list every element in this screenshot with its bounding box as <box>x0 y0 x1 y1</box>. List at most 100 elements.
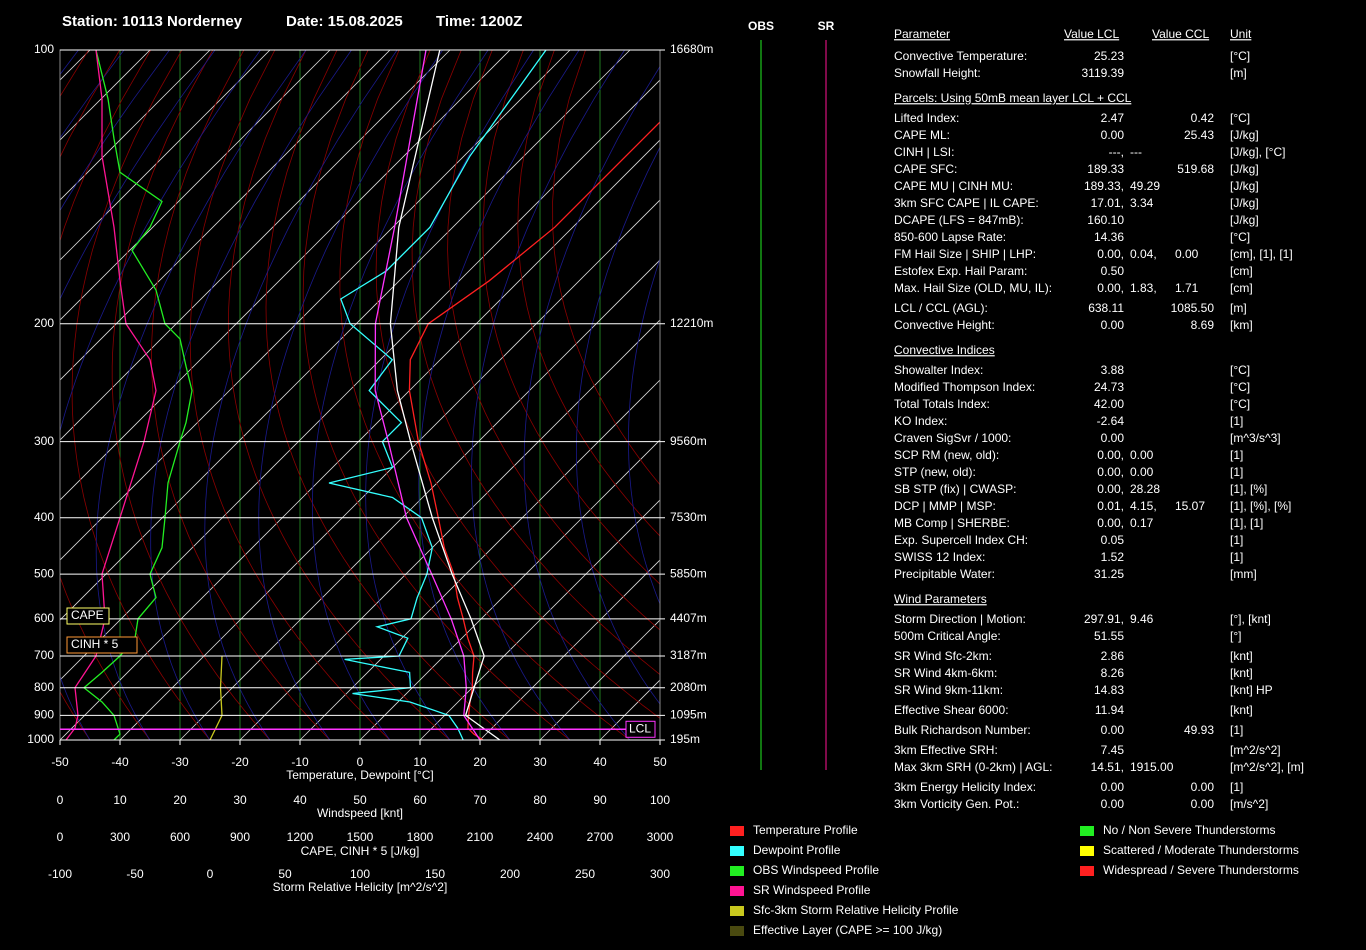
table-header: Value CCL <box>1152 27 1209 41</box>
srh_axis-tick-label: 300 <box>650 867 670 881</box>
legend-swatch <box>730 906 744 916</box>
param-label: 3km Energy Helicity Index: <box>894 780 1036 794</box>
dry-adiabat <box>189 50 391 740</box>
lcl-value: 2.47 <box>1101 111 1125 125</box>
param-label: CINH | LSI: <box>894 145 954 159</box>
unit: [°C] <box>1230 397 1250 411</box>
severity-label: No / Non Severe Thunderstorms <box>1103 823 1276 837</box>
lcl-value: 17.01, <box>1091 196 1124 210</box>
unit: [cm], [1], [1] <box>1230 247 1293 261</box>
section-title: Parcels: Using 50mB mean layer LCL + CCL <box>894 91 1132 105</box>
isotherm <box>60 50 211 201</box>
height-label: 16680m <box>670 42 713 56</box>
isotherm <box>60 50 331 321</box>
param-label: DCP | MMP | MSP: <box>894 499 996 513</box>
height-label: 195m <box>670 732 700 746</box>
param-label: Convective Height: <box>894 318 995 332</box>
lcl-value: 0.00 <box>1101 431 1125 445</box>
lcl-value: 4.15, <box>1130 499 1157 513</box>
lcl-value: 1.52 <box>1101 550 1125 564</box>
unit: [m^2/s^2] <box>1230 743 1281 757</box>
cape_axis-tick-label: 1500 <box>347 830 374 844</box>
table-header: Unit <box>1230 27 1252 41</box>
legend-swatch <box>730 866 744 876</box>
lcl-value: 24.73 <box>1094 380 1124 394</box>
unit: [1], [%], [%] <box>1230 499 1291 513</box>
unit: [m] <box>1230 66 1247 80</box>
lcl-value: 0.50 <box>1101 264 1125 278</box>
lcl-value: 0.00 <box>1130 465 1154 479</box>
moist-adiabat <box>60 50 261 740</box>
station: Station: 10113 Norderney <box>62 13 243 30</box>
param-label: Effective Shear 6000: <box>894 703 1009 717</box>
height-label: 5850m <box>670 566 707 580</box>
lcl-value: 3119.39 <box>1082 66 1125 80</box>
x-tick-label: 30 <box>533 755 547 769</box>
lcl-value: 0.00 <box>1175 247 1199 261</box>
severity-swatch <box>1080 866 1094 876</box>
param-label: Convective Temperature: <box>894 49 1027 63</box>
cape_axis-tick-label: 900 <box>230 830 250 844</box>
unit: [J/kg], [°C] <box>1230 145 1285 159</box>
param-label: 500m Critical Angle: <box>894 629 1001 643</box>
unit: [°C] <box>1230 380 1250 394</box>
dry-adiabat <box>552 50 660 486</box>
x-tick-label: 20 <box>473 755 487 769</box>
lcl-value: 14.36 <box>1094 230 1124 244</box>
param-label: 3km Effective SRH: <box>894 743 998 757</box>
lcl-value: 0.00, <box>1097 247 1124 261</box>
srh_axis-tick-label: -100 <box>48 867 72 881</box>
lcl-value: 189.33, <box>1084 179 1124 193</box>
wind_axis-tick-label: 10 <box>113 793 127 807</box>
legend-label: Dewpoint Profile <box>753 843 841 857</box>
unit: [1] <box>1230 465 1243 479</box>
wind_axis-tick-label: 40 <box>293 793 307 807</box>
lcl-value: 297.91, <box>1084 612 1124 626</box>
param-label: SWISS 12 Index: <box>894 550 985 564</box>
param-label: 3km SFC CAPE | IL CAPE: <box>894 196 1039 210</box>
x-tick-label: 0 <box>357 755 364 769</box>
lcl-value: 25.23 <box>1094 49 1124 63</box>
lcl-value: 28.28 <box>1130 482 1160 496</box>
param-label: SR Wind Sfc-2km: <box>894 649 992 663</box>
lcl-value: 0.00 <box>1101 723 1125 737</box>
unit: [°C] <box>1230 363 1250 377</box>
unit: [m^2/s^2], [m] <box>1230 760 1304 774</box>
param-label: FM Hail Size | SHIP | LHP: <box>894 247 1036 261</box>
dry-adiabat <box>151 50 331 740</box>
unit: [J/kg] <box>1230 179 1259 193</box>
param-label: Max 3km SRH (0-2km) | AGL: <box>894 760 1052 774</box>
profile-line <box>328 50 547 740</box>
srh_axis-label: Storm Relative Helicity [m^2/s^2] <box>273 880 448 894</box>
legend-label: Effective Layer (CAPE >= 100 J/kg) <box>753 923 942 937</box>
param-label: SCP RM (new, old): <box>894 448 999 462</box>
wind_axis-tick-label: 0 <box>57 793 64 807</box>
height-label: 12210m <box>670 316 713 330</box>
isotherm <box>60 79 660 681</box>
ccl-value: 519.68 <box>1177 162 1214 176</box>
lcl-value: 1915.00 <box>1130 760 1174 774</box>
legend-label: Temperature Profile <box>753 823 858 837</box>
param-label: Precipitable Water: <box>894 567 995 581</box>
param-label: LCL / CCL (AGL): <box>894 301 988 315</box>
unit: [1] <box>1230 414 1243 428</box>
wind_axis-tick-label: 60 <box>413 793 427 807</box>
lcl-value: 189.33 <box>1087 162 1124 176</box>
moist-adiabat <box>471 50 625 740</box>
ccl-value: 0.00 <box>1191 780 1215 794</box>
param-label: STP (new, old): <box>894 465 976 479</box>
unit: [1], [1] <box>1230 516 1263 530</box>
unit: [m] <box>1230 301 1247 315</box>
wind-column-label: OBS <box>748 19 774 33</box>
unit: [1] <box>1230 448 1243 462</box>
moist-adiabat <box>523 65 660 740</box>
lcl-value: 8.26 <box>1101 666 1125 680</box>
x-tick-label: -40 <box>111 755 129 769</box>
lcl-value: 7.45 <box>1101 743 1125 757</box>
cape_axis-label: CAPE, CINH * 5 [J/kg] <box>301 844 420 858</box>
unit: [knt] <box>1230 666 1253 680</box>
unit: [1] <box>1230 533 1243 547</box>
legend-swatch <box>730 846 744 856</box>
box-label: CINH * 5 <box>71 637 119 651</box>
